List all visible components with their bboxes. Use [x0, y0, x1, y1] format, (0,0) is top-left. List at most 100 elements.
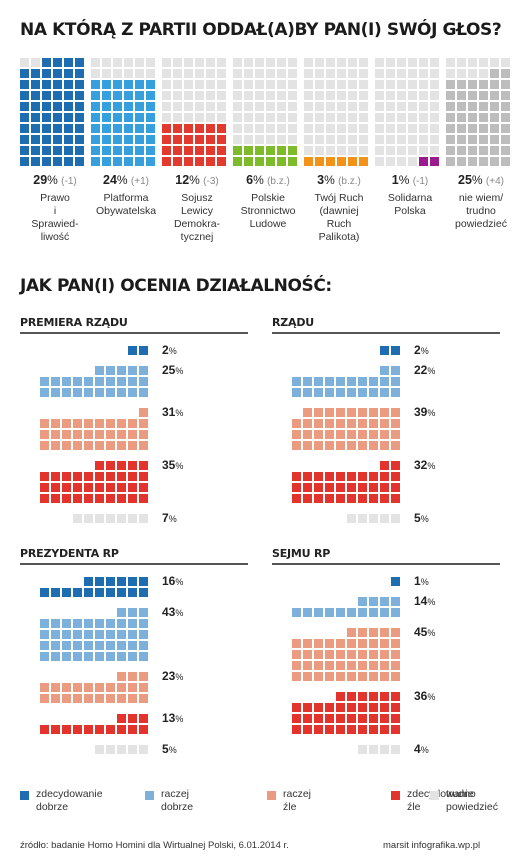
waffle-square — [117, 346, 126, 355]
waffle-square — [139, 641, 148, 650]
waffle-square — [408, 135, 417, 144]
waffle-square — [62, 588, 71, 597]
waffle-square — [51, 472, 60, 481]
waffle-square — [95, 672, 104, 681]
rating-waffle — [40, 514, 148, 523]
party-column: 12% (-3) Sojusz Lewicy Demokra-tycznej — [162, 58, 232, 244]
waffle-square — [62, 608, 71, 617]
waffle-square — [135, 80, 144, 89]
waffle-square — [358, 472, 367, 481]
waffle-square — [95, 630, 104, 639]
waffle-square — [117, 683, 126, 692]
waffle-square — [53, 146, 62, 155]
rating-number: 22 — [414, 363, 428, 377]
waffle-square — [314, 650, 323, 659]
rating-waffle — [40, 408, 148, 450]
waffle-square — [446, 113, 455, 122]
rating-value: 43% — [162, 605, 183, 619]
waffle-square — [419, 91, 428, 100]
waffle-square — [325, 597, 334, 606]
party-change: (b.z.) — [267, 176, 290, 187]
waffle-square — [75, 157, 84, 166]
waffle-square — [304, 80, 313, 89]
percent-sign: % — [47, 173, 58, 187]
rating-value: 22% — [414, 363, 435, 377]
waffle-square — [336, 692, 345, 701]
waffle-square — [419, 69, 428, 78]
waffle-square — [206, 102, 215, 111]
waffle-square — [419, 58, 428, 67]
waffle-square — [347, 461, 356, 470]
waffle-square — [113, 146, 122, 155]
waffle-square — [106, 641, 115, 650]
waffle-square — [288, 157, 297, 166]
waffle-square — [347, 672, 356, 681]
waffle-square — [391, 745, 400, 754]
party-label: Solidarna Polska — [387, 192, 433, 217]
waffle-square — [446, 91, 455, 100]
waffle-square — [31, 91, 40, 100]
waffle-square — [117, 725, 126, 734]
waffle-square — [135, 135, 144, 144]
waffle-square — [84, 472, 93, 481]
waffle-square — [51, 725, 60, 734]
waffle-square — [146, 80, 155, 89]
waffle-square — [106, 494, 115, 503]
waffle-square — [325, 639, 334, 648]
party-percent: 24% (+1) — [91, 173, 161, 187]
waffle-square — [303, 725, 312, 734]
rating-waffle — [292, 366, 400, 397]
waffle-square — [358, 714, 367, 723]
waffle-square — [348, 157, 357, 166]
waffle-square — [102, 69, 111, 78]
waffle-square — [40, 694, 49, 703]
party-change: (b.z.) — [338, 176, 361, 187]
waffle-square — [325, 714, 334, 723]
waffle-square — [292, 703, 301, 712]
waffle-square — [386, 58, 395, 67]
waffle-square — [292, 661, 301, 670]
waffle-square — [490, 113, 499, 122]
waffle-square — [73, 619, 82, 628]
waffle-square — [408, 91, 417, 100]
panel-divider — [20, 563, 248, 565]
waffle-square — [91, 135, 100, 144]
waffle-square — [336, 461, 345, 470]
waffle-square — [233, 113, 242, 122]
waffle-square — [139, 388, 148, 397]
legend-label: trudno powiedzieć — [446, 788, 498, 813]
waffle-square — [139, 441, 148, 450]
waffle-square — [31, 135, 40, 144]
waffle-square — [20, 69, 29, 78]
waffle-square — [380, 461, 389, 470]
waffle-square — [255, 69, 264, 78]
waffle-square — [347, 430, 356, 439]
waffle-square — [358, 577, 367, 586]
waffle-square — [42, 157, 51, 166]
waffle-square — [20, 124, 29, 133]
waffle-square — [117, 672, 126, 681]
rating-value: 36% — [414, 689, 435, 703]
waffle-square — [292, 628, 301, 637]
legend-swatch — [20, 791, 29, 800]
waffle-square — [369, 703, 378, 712]
waffle-square — [135, 113, 144, 122]
waffle-square — [51, 588, 60, 597]
rating-number: 2 — [414, 343, 421, 357]
waffle-square — [457, 91, 466, 100]
waffle-square — [408, 113, 417, 122]
waffle-square — [84, 388, 93, 397]
waffle-square — [325, 661, 334, 670]
waffle-square — [325, 514, 334, 523]
waffle-square — [479, 91, 488, 100]
waffle-square — [336, 608, 345, 617]
waffle-square — [135, 58, 144, 67]
waffle-square — [233, 157, 242, 166]
waffle-square — [135, 124, 144, 133]
waffle-square — [391, 725, 400, 734]
waffle-square — [337, 58, 346, 67]
waffle-square — [375, 80, 384, 89]
rating-waffle — [292, 577, 400, 586]
waffle-square — [397, 102, 406, 111]
waffle-square — [369, 441, 378, 450]
